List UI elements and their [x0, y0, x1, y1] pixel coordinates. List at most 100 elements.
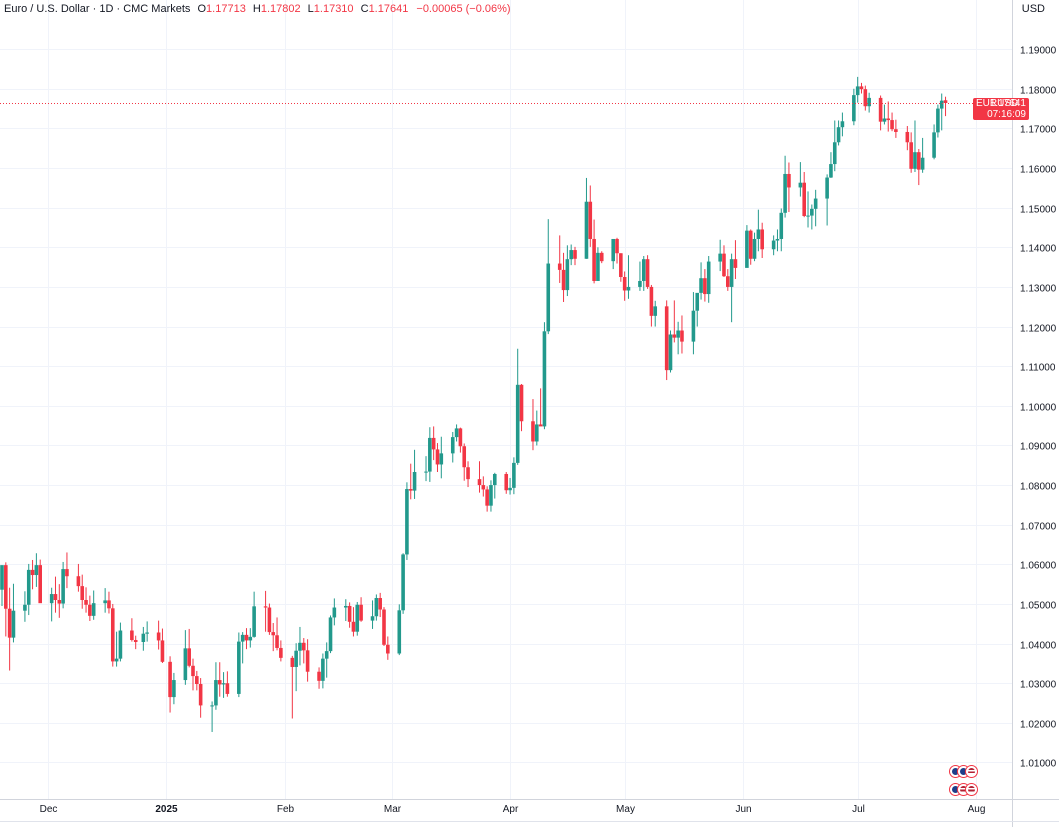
- candle-body: [328, 617, 333, 652]
- candle-body: [557, 263, 562, 270]
- candle-body: [187, 648, 191, 666]
- candle-body: [225, 683, 230, 694]
- candle-body: [832, 142, 837, 165]
- candle-body: [584, 201, 589, 259]
- events-marker-top[interactable]: [949, 765, 985, 779]
- candle: [592, 219, 596, 284]
- candle-body: [450, 437, 455, 454]
- candle-body: [810, 208, 814, 216]
- y-tick-label: 1.11000: [1020, 363, 1056, 374]
- y-tick-label: 1.17000: [1020, 125, 1057, 136]
- candle-body: [221, 683, 226, 685]
- us-flag-icon: [965, 765, 978, 778]
- candle: [198, 678, 203, 718]
- candle-body: [733, 259, 738, 268]
- x-tick-label: 2025: [155, 804, 178, 815]
- candle: [504, 471, 509, 494]
- candle-body: [890, 120, 894, 130]
- candle-body: [894, 129, 898, 132]
- candle-body: [359, 604, 363, 621]
- candle: [485, 486, 489, 512]
- candle: [855, 76, 860, 103]
- candle: [481, 476, 486, 497]
- candle-body: [664, 306, 669, 371]
- candle: [653, 300, 658, 327]
- candle-body: [7, 608, 12, 638]
- candle: [917, 149, 921, 186]
- candle-body: [588, 201, 593, 239]
- candle-body: [424, 471, 428, 473]
- candle-body: [561, 269, 566, 291]
- candle-body: [703, 278, 707, 295]
- candle-body: [886, 118, 891, 121]
- candle-body: [939, 100, 944, 109]
- candle: [813, 189, 818, 227]
- close-value: 1.17641: [368, 3, 409, 15]
- candle-body: [760, 229, 764, 250]
- y-tick-label: 1.14000: [1020, 244, 1057, 255]
- candle: [344, 599, 348, 622]
- candle-body: [11, 610, 16, 638]
- candle-body: [76, 576, 81, 587]
- candle-body: [279, 647, 283, 658]
- candle-body: [240, 634, 245, 642]
- candle: [290, 655, 295, 719]
- candle: [30, 559, 35, 590]
- candle: [408, 463, 413, 500]
- x-tick-label: Jun: [735, 804, 751, 815]
- candle-body: [217, 680, 222, 685]
- candle: [88, 595, 92, 622]
- candle: [752, 232, 757, 262]
- candle-body: [370, 616, 375, 621]
- change-value: −0.00065 (−0.06%): [416, 3, 511, 15]
- candle: [145, 621, 149, 642]
- candle-body: [110, 608, 115, 662]
- candle: [424, 456, 428, 482]
- candle: [324, 642, 329, 678]
- candle: [779, 208, 784, 252]
- candle: [894, 119, 898, 138]
- candle-body: [34, 565, 39, 576]
- events-marker-bottom[interactable]: [949, 783, 985, 797]
- candle-body: [638, 280, 642, 287]
- candle: [519, 384, 524, 432]
- y-tick-label: 1.19000: [1020, 46, 1057, 57]
- candle: [680, 315, 684, 354]
- candle: [599, 251, 604, 264]
- candle: [561, 252, 566, 302]
- candle-body: [244, 634, 249, 641]
- currency-button[interactable]: USD: [1021, 3, 1045, 15]
- candle: [867, 92, 871, 113]
- candle: [775, 229, 780, 252]
- candle: [664, 300, 669, 381]
- candle-body: [519, 384, 524, 422]
- candle-body: [458, 428, 463, 447]
- candle: [317, 667, 321, 689]
- symbol-title[interactable]: Euro / U.S. Dollar · 1D · CMC Markets: [4, 3, 191, 15]
- candle: [359, 597, 363, 622]
- candle-body: [88, 604, 92, 616]
- candle: [645, 255, 650, 289]
- candle: [882, 104, 887, 125]
- y-tick-label: 1.08000: [1020, 482, 1057, 493]
- candle: [370, 600, 375, 629]
- y-tick-label: 1.01000: [1020, 759, 1057, 770]
- candle-body: [267, 607, 272, 633]
- candle-body: [852, 95, 856, 122]
- candle: [557, 235, 562, 283]
- candle: [240, 632, 245, 664]
- candle: [332, 598, 337, 626]
- candle-body: [756, 229, 761, 239]
- tick-labels: 1.01000 1.02000 1.03000 1.04000 1.05000 1.060…: [40, 46, 1057, 816]
- candle-body: [668, 334, 673, 371]
- candle-body: [466, 467, 470, 480]
- candle: [76, 563, 81, 592]
- candle-body: [156, 632, 161, 641]
- candle-body: [168, 661, 172, 698]
- candle: [726, 269, 730, 291]
- high-label: H: [252, 3, 261, 15]
- candle: [920, 137, 925, 173]
- candle: [676, 321, 680, 355]
- candle-body: [210, 705, 214, 707]
